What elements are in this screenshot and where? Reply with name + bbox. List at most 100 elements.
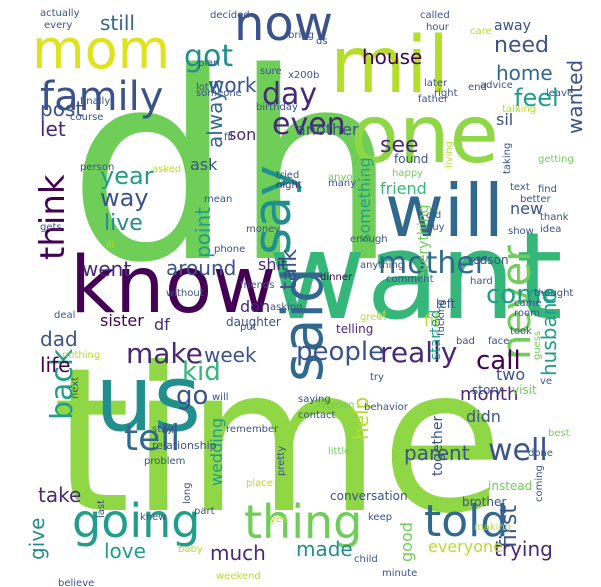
word-say: say [243,165,303,255]
word-around: around [166,256,236,280]
word-friends: friends [240,280,274,291]
word-going: going [72,494,200,548]
word-way: way [100,184,149,212]
word-always: always [203,79,227,148]
word-relationship: relationship [152,439,217,452]
word-wedding: wedding [207,418,226,486]
word-anyone: anyone [328,172,365,183]
word-ve: ve [540,376,552,387]
word-dad: dad [40,327,78,351]
word-trying: trying [494,537,553,561]
word-house: house [362,45,422,69]
word-conversation: conversation [330,489,408,503]
word-didn: didn [466,407,501,426]
word-gets: gets [40,222,62,233]
word-plan: plan [198,58,220,69]
word-something: something [355,157,374,242]
word-guy: guy [426,222,445,233]
word-ill: ill [106,240,114,251]
word-will: will [385,169,504,253]
word-ds: ds [316,36,328,47]
word-thought: thought [534,288,573,299]
word-home: home [496,61,553,85]
word-yes: yes [270,514,287,525]
word-started: started [428,310,444,360]
word-wanted: wanted [563,60,587,134]
word-away: away [494,18,531,34]
word-post: post [40,97,83,121]
word-visit: visit [512,383,537,397]
word-believe: believe [58,578,94,587]
word-work: work [208,73,257,97]
word-think: think [33,174,73,260]
word-help: help [349,397,373,440]
word-best: best [548,428,570,439]
word-bad: bad [456,336,475,347]
word-taking: taking [502,143,513,174]
word-mother: mother [378,246,488,281]
word-lot: lot [196,82,209,93]
word-right: right [434,88,458,99]
word-people: people [296,337,384,367]
word-put: put [240,322,257,333]
word-asking: asking [270,302,303,313]
word-someone: someone [196,88,242,99]
word-long: long [182,482,193,504]
word-friend: friend [380,179,427,198]
word-keep: keep [368,512,392,523]
word-never: never [494,245,540,360]
word-try: try [370,372,384,383]
word-nothing: nothing [62,350,100,361]
word-take: take [38,483,81,507]
word-shit: shit [258,255,287,274]
word-bil: bil [162,425,174,436]
word-got: got [184,39,233,74]
word-now: now [234,0,333,52]
word-find: find [538,184,557,195]
word-place: place [246,478,273,489]
word-last: last [96,500,107,518]
word-week: week [204,343,257,367]
word-asked: asked [152,164,181,175]
word-father: father [418,94,449,105]
word-getting: getting [538,154,574,165]
word-daughter: daughter [226,315,281,329]
word-together: together [430,415,446,476]
word-really: really [380,336,457,369]
word-know: know [70,241,276,331]
word-comment: comment [386,274,434,285]
word-birthday: birthday [256,102,298,113]
word-baby: baby [178,544,203,555]
word-hard: hard [470,276,493,287]
word-go: go [176,381,208,411]
word-pretty: pretty [276,446,287,476]
word-one: one [350,88,499,181]
word-deal: deal [54,310,75,321]
word-mom: mom [32,18,170,81]
word-ask: ask [190,155,218,174]
word-old: old [426,210,441,221]
word-saying: saying [298,394,331,405]
word-hour: hour [426,22,450,33]
word-talk: talk [277,249,302,290]
word-come: come [486,280,558,310]
word-night: night [276,180,302,191]
word-live: live [104,211,143,236]
word-done: done [528,448,553,459]
word-mil2: fil [224,132,233,143]
word-said: said [271,267,336,382]
word-face: face [488,336,509,347]
word-tell: tell [124,418,180,459]
word-son: son [228,125,256,144]
word-us: us [95,345,201,452]
word-fil: fil [424,311,439,330]
word-problem: problem [144,456,185,467]
word-brother: brother [462,495,506,509]
word-better: better [520,194,551,205]
word-told: told [424,496,508,547]
word-woman: woman [318,400,355,411]
word-stay: stay [152,424,173,435]
word-feel: feel [514,84,559,112]
word-time: time [52,325,504,558]
word-two: two [496,365,525,384]
